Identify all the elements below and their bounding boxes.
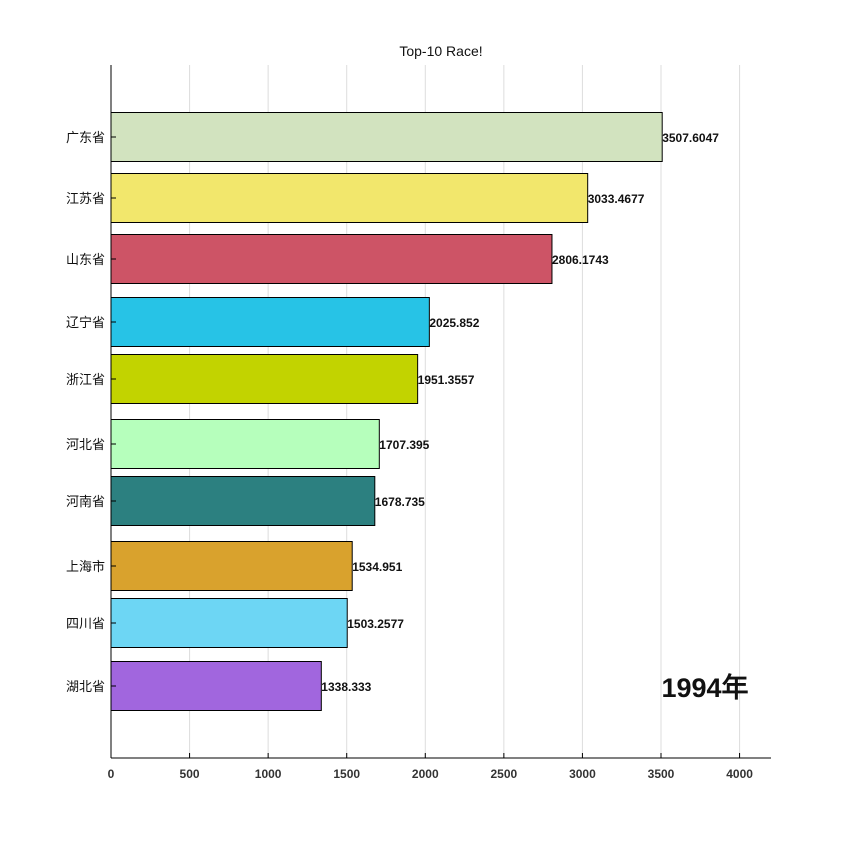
bar xyxy=(110,234,553,284)
data-label: 1707.395 xyxy=(379,438,429,452)
data-label: 3507.6047 xyxy=(662,131,719,145)
data-labels: 3507.6047 3033.4677 2806.1743 2025.852 1951.… xyxy=(321,131,719,694)
bar xyxy=(110,112,663,162)
x-tick-label: 2500 xyxy=(491,767,518,781)
data-label: 2025.852 xyxy=(429,316,479,330)
bar xyxy=(110,297,430,347)
bar xyxy=(110,476,376,526)
year-annotation: 1994年 xyxy=(661,672,748,703)
bar xyxy=(110,354,419,404)
grid-lines xyxy=(110,65,741,758)
bar xyxy=(110,598,348,648)
y-tick-label: 湖北省 xyxy=(66,680,105,695)
y-tick-label: 江苏省 xyxy=(66,191,105,207)
x-tick-label: 3000 xyxy=(569,767,596,781)
bar xyxy=(110,661,322,711)
x-tick-label: 1000 xyxy=(255,767,282,781)
x-tick-labels: 0 500 1000 1500 2000 2500 3000 3500 4000 xyxy=(108,767,754,781)
x-tick-label: 3500 xyxy=(648,767,675,781)
bar xyxy=(110,541,353,591)
x-tick-label: 2000 xyxy=(412,767,439,781)
x-tick-label: 1500 xyxy=(333,767,360,781)
data-label: 1338.333 xyxy=(321,680,371,694)
data-label: 3033.4677 xyxy=(588,192,645,206)
y-tick-label: 辽宁省 xyxy=(66,315,105,331)
x-tick-label: 4000 xyxy=(726,767,753,781)
x-tick-label: 0 xyxy=(108,767,115,781)
data-label: 1534.951 xyxy=(352,560,402,574)
data-label: 1951.3557 xyxy=(418,373,475,387)
data-label: 2806.1743 xyxy=(552,253,609,267)
bars xyxy=(110,112,663,711)
y-tick-label: 四川省 xyxy=(66,617,105,632)
y-tick-label: 河南省 xyxy=(66,494,105,510)
y-tick-label: 山东省 xyxy=(66,253,105,268)
y-tick-label: 上海市 xyxy=(66,559,105,575)
x-tick-label: 500 xyxy=(180,767,200,781)
y-tick-label: 广东省 xyxy=(66,131,105,146)
data-label: 1678.735 xyxy=(375,495,425,509)
bar xyxy=(110,173,589,223)
bar xyxy=(110,419,380,469)
y-tick-label: 河北省 xyxy=(66,438,105,453)
axes xyxy=(110,65,771,759)
y-tick-label: 浙江省 xyxy=(66,373,105,388)
data-label: 1503.2577 xyxy=(347,617,404,631)
chart-title: Top-10 Race! xyxy=(399,43,482,59)
